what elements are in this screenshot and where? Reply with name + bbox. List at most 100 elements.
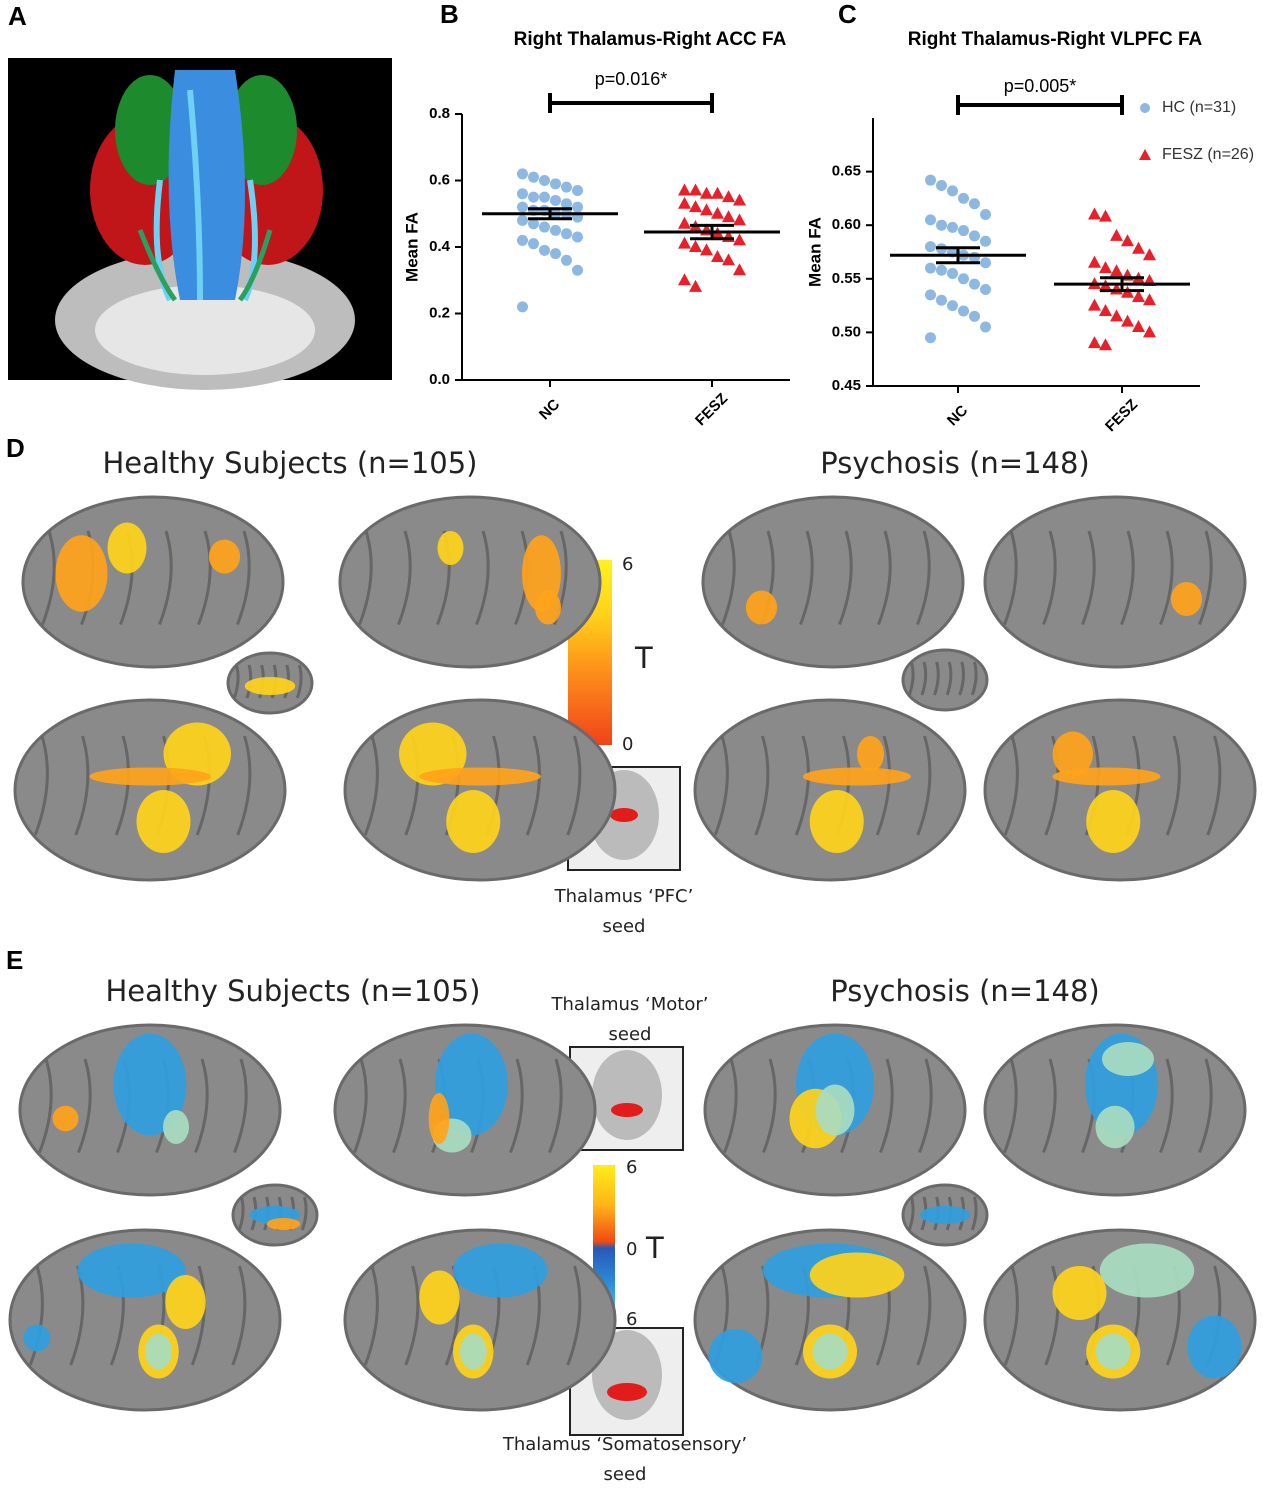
data-point bbox=[925, 174, 936, 186]
data-point bbox=[947, 300, 958, 312]
sulcus bbox=[1042, 1058, 1057, 1154]
sulcus bbox=[236, 735, 252, 836]
data-point bbox=[969, 230, 980, 242]
sulcus bbox=[231, 1265, 247, 1366]
data-point bbox=[700, 243, 713, 256]
data-point bbox=[969, 310, 980, 322]
sulcus bbox=[1003, 735, 1019, 836]
data-point bbox=[700, 186, 713, 199]
activation bbox=[244, 677, 296, 695]
data-point bbox=[517, 201, 528, 213]
sulcus bbox=[300, 1196, 308, 1231]
y-tick-label: 0.6 bbox=[429, 171, 450, 188]
activation bbox=[437, 531, 464, 565]
data-point bbox=[947, 221, 958, 233]
cortex bbox=[693, 698, 967, 882]
seed-image bbox=[592, 1330, 662, 1420]
data-point bbox=[539, 191, 550, 203]
seed-label: seed bbox=[603, 916, 646, 937]
data-point bbox=[722, 253, 735, 266]
activation bbox=[266, 1218, 301, 1230]
data-point bbox=[678, 196, 691, 209]
data-point bbox=[733, 193, 746, 206]
sulcus bbox=[907, 1196, 915, 1231]
sulcus bbox=[916, 735, 932, 836]
data-point bbox=[1088, 298, 1101, 311]
activation bbox=[809, 790, 864, 853]
data-point bbox=[517, 188, 528, 200]
data-point bbox=[733, 233, 746, 246]
sulcus bbox=[77, 1058, 92, 1154]
sulcus bbox=[1206, 735, 1222, 836]
data-point bbox=[947, 267, 958, 279]
sulcus bbox=[1165, 735, 1181, 836]
activation bbox=[446, 790, 501, 853]
data-point bbox=[1132, 241, 1145, 254]
data-point bbox=[539, 244, 550, 256]
x-tick-label: NC bbox=[536, 396, 563, 423]
activation bbox=[77, 1243, 186, 1298]
significance-bar bbox=[548, 93, 714, 113]
sulcus bbox=[762, 1058, 777, 1154]
data-point bbox=[925, 332, 936, 344]
sulcus bbox=[233, 1058, 248, 1154]
data-point bbox=[561, 254, 572, 266]
p-value: p=0.016* bbox=[595, 69, 668, 89]
sulcus bbox=[799, 530, 814, 626]
x-tick-label: FESZ bbox=[1102, 396, 1141, 435]
data-point bbox=[1099, 338, 1112, 351]
data-point bbox=[980, 257, 991, 269]
panel-label: E bbox=[6, 945, 23, 975]
data-point bbox=[1143, 293, 1156, 306]
data-point bbox=[925, 241, 936, 253]
data-point bbox=[722, 190, 735, 203]
data-point bbox=[1143, 248, 1156, 261]
sulcus bbox=[877, 530, 892, 626]
data-point bbox=[678, 236, 691, 249]
cortex bbox=[13, 698, 287, 882]
data-point bbox=[700, 203, 713, 216]
legend-marker bbox=[1139, 149, 1151, 160]
data-point bbox=[980, 235, 991, 247]
y-tick-label: 0.45 bbox=[832, 377, 861, 394]
data-point bbox=[925, 262, 936, 274]
activation bbox=[919, 1206, 971, 1224]
data-point bbox=[711, 206, 724, 219]
brain-surface bbox=[701, 495, 965, 669]
brain-surface bbox=[901, 1183, 989, 1247]
sulcus bbox=[358, 530, 373, 626]
data-point bbox=[980, 208, 991, 220]
sulcus bbox=[397, 530, 412, 626]
activation bbox=[208, 539, 241, 574]
sulcus bbox=[353, 1058, 368, 1154]
data-point bbox=[561, 228, 572, 240]
activation bbox=[23, 1324, 51, 1352]
activation bbox=[708, 1329, 763, 1383]
activation bbox=[459, 1333, 487, 1370]
activation bbox=[1052, 731, 1093, 777]
sulcus bbox=[566, 1265, 582, 1366]
sulcus bbox=[754, 735, 770, 836]
significance-bar bbox=[956, 95, 1124, 115]
sulcus bbox=[190, 1265, 206, 1366]
error-bar bbox=[690, 223, 734, 241]
data-point bbox=[958, 192, 969, 204]
seed-label: Thalamus ‘Somatosensory’ bbox=[502, 1434, 747, 1455]
y-tick-label: 0.4 bbox=[429, 238, 451, 255]
brain-surface bbox=[226, 651, 314, 715]
panel-label: D bbox=[6, 433, 25, 463]
sulcus bbox=[970, 661, 978, 696]
data-point bbox=[925, 289, 936, 301]
activation bbox=[55, 535, 108, 612]
brain-surface bbox=[693, 1228, 967, 1412]
data-point bbox=[969, 251, 980, 263]
legend-marker bbox=[1140, 103, 1150, 113]
data-point bbox=[528, 171, 539, 183]
y-axis-label: Mean FA bbox=[402, 212, 421, 282]
sulcus bbox=[509, 1058, 524, 1154]
activation bbox=[1095, 1105, 1135, 1149]
brain-surface bbox=[703, 1023, 967, 1197]
x-tick-label: NC bbox=[944, 402, 971, 429]
data-point bbox=[733, 263, 746, 276]
